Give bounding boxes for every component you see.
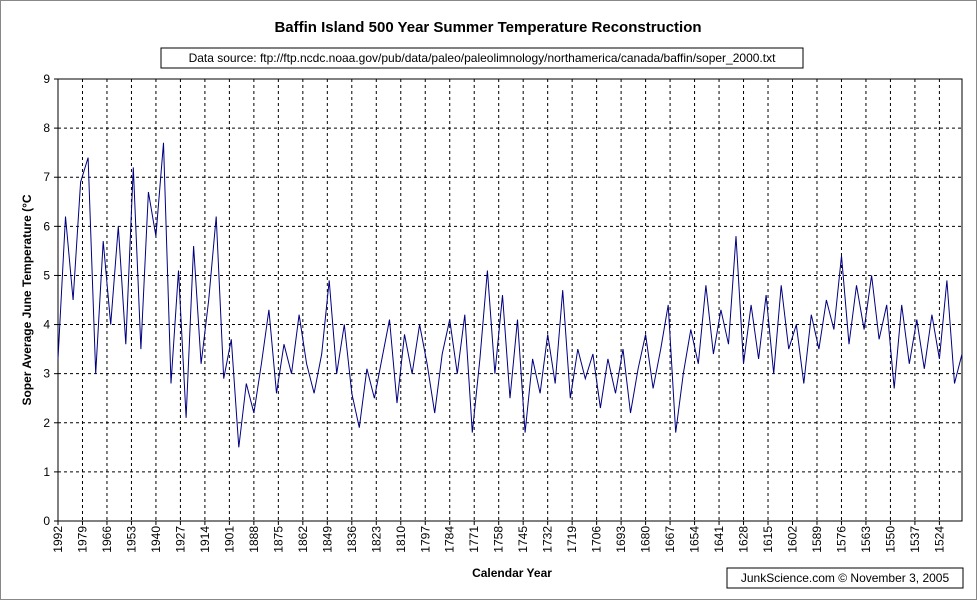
x-tick-label: 1602 (786, 526, 800, 553)
chart-title: Baffin Island 500 Year Summer Temperatur… (274, 19, 701, 36)
x-tick-label: 1979 (75, 526, 89, 553)
plot-border (57, 78, 963, 522)
x-tick-label: 1628 (737, 526, 751, 553)
x-tick-label: 1836 (345, 526, 359, 553)
y-tick-label: 7 (43, 170, 50, 184)
data-line (57, 142, 963, 448)
source-box (160, 47, 804, 69)
y-tick-label: 3 (43, 367, 50, 381)
x-tick-label: 1563 (859, 526, 873, 553)
x-tick-label: 1615 (761, 526, 775, 553)
x-tick-label: 1719 (565, 526, 579, 553)
x-tick-label: 1706 (590, 526, 604, 553)
x-tick-label: 1888 (247, 526, 261, 553)
x-tick-label: 1537 (908, 526, 922, 553)
x-tick-label: 1589 (810, 526, 824, 553)
y-tick-label: 6 (43, 219, 50, 233)
x-tick-label: 1550 (883, 526, 897, 553)
x-tick-label: 1524 (932, 526, 946, 553)
x-tick-label: 1966 (100, 526, 114, 553)
x-tick-label: 1784 (443, 526, 457, 553)
x-tick-label: 1927 (173, 526, 187, 553)
y-tick-label: 2 (43, 416, 50, 430)
x-tick-label: 1849 (320, 526, 334, 553)
x-tick-label: 1745 (516, 526, 530, 553)
y-tick-label: 8 (43, 121, 50, 135)
x-tick-label: 1901 (222, 526, 236, 553)
x-tick-label: 1771 (467, 526, 481, 553)
x-tick-label: 1992 (51, 526, 65, 553)
x-tick-label: 1693 (614, 526, 628, 553)
x-axis-title: Calendar Year (472, 566, 552, 580)
credit: JunkScience.com © November 3, 2005 (741, 571, 950, 585)
credit-box (726, 567, 964, 589)
x-tick-label: 1680 (639, 526, 653, 553)
x-tick-label: 1953 (124, 526, 138, 553)
x-tick-label: 1576 (834, 526, 848, 553)
x-tick-label: 1914 (198, 526, 212, 553)
x-tick-label: 1862 (296, 526, 310, 553)
x-tick-label: 1732 (541, 526, 555, 553)
y-tick-label: 0 (43, 514, 50, 528)
y-tick-label: 9 (43, 72, 50, 86)
y-axis-title: Soper Average June Temperature (°C (20, 194, 34, 405)
x-tick-label: 1654 (688, 526, 702, 553)
subtitle: Data source: ftp://ftp.ncdc.noaa.gov/pub… (189, 51, 777, 65)
x-tick-label: 1940 (149, 526, 163, 553)
x-tick-label: 1641 (712, 526, 726, 553)
x-tick-label: 1810 (394, 526, 408, 553)
x-tick-label: 1758 (492, 526, 506, 553)
x-tick-label: 1823 (369, 526, 383, 553)
y-tick-label: 5 (43, 268, 50, 282)
x-tick-label: 1797 (418, 526, 432, 553)
y-tick-label: 4 (43, 318, 50, 332)
x-tick-label: 1875 (271, 526, 285, 553)
x-tick-label: 1667 (663, 526, 677, 553)
y-tick-label: 1 (43, 465, 50, 479)
